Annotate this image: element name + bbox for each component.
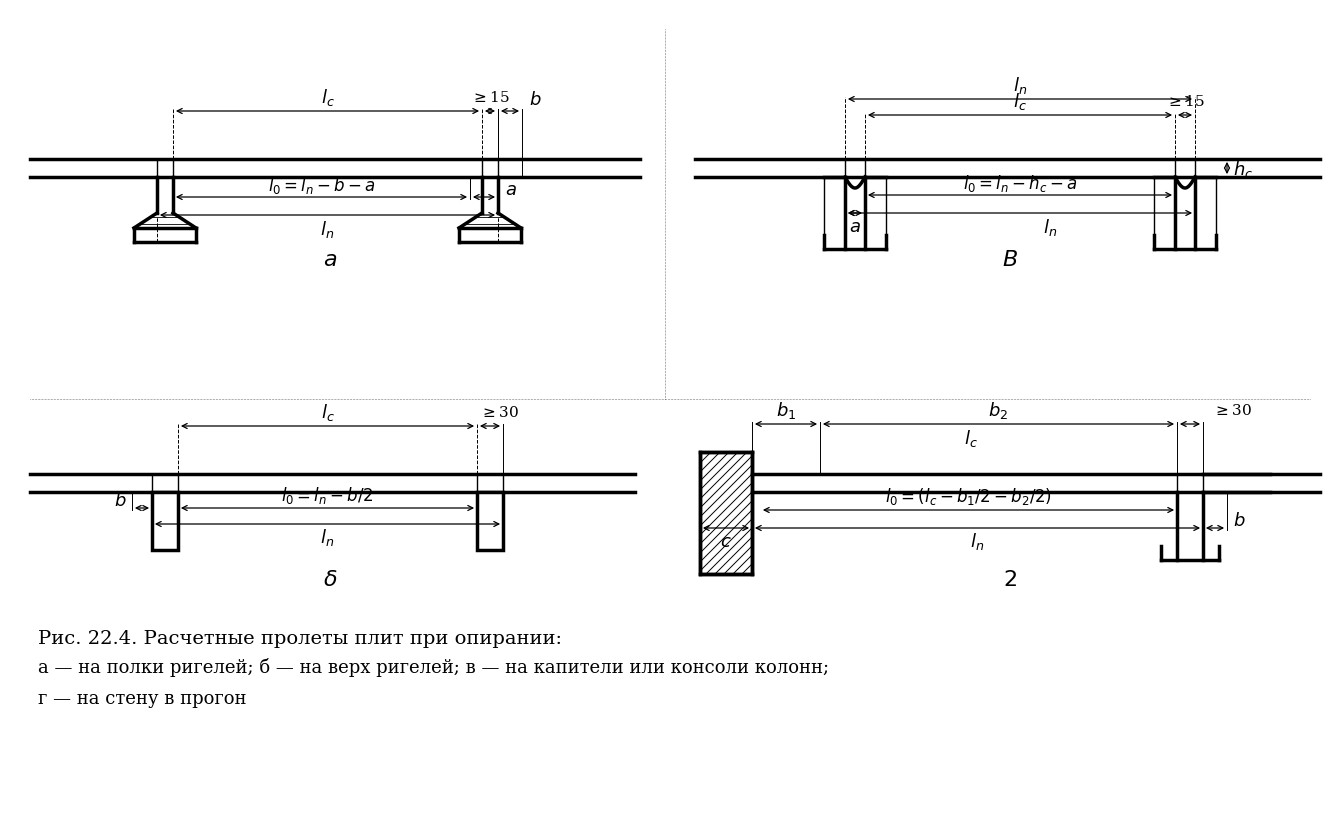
Text: $l_n$: $l_n$ [321,527,334,548]
Text: $a$: $a$ [849,218,861,236]
Text: $B$: $B$ [1001,249,1017,270]
Bar [152,492,178,550]
Text: $\geq$30: $\geq$30 [480,405,520,420]
Text: $l_n$: $l_n$ [971,531,984,552]
Text: $\geq$15: $\geq$15 [471,90,509,106]
Text: $l_0 = l_n - h_c - a$: $l_0 = l_n - h_c - a$ [963,172,1078,193]
Text: $\delta$: $\delta$ [322,568,337,590]
Text: $l_c$: $l_c$ [321,88,334,108]
Text: $b_2$: $b_2$ [988,400,1008,421]
Text: $l_c$: $l_c$ [321,402,334,423]
Bar [701,452,751,574]
Bar [477,492,503,550]
Text: $\geq$30: $\geq$30 [1214,403,1253,418]
Text: $l_0 = (l_c - b_1/2 - b_2/2)$: $l_0 = (l_c - b_1/2 - b_2/2)$ [885,486,1052,507]
Text: $l_n$: $l_n$ [1043,216,1058,238]
Text: $l_0 = l_n - b - a$: $l_0 = l_n - b - a$ [267,174,376,195]
Text: $h_c$: $h_c$ [1233,158,1253,179]
Text: $l_n$: $l_n$ [1013,75,1027,97]
Text: $l_c$: $l_c$ [1013,92,1027,112]
Text: $l_n$: $l_n$ [321,218,334,239]
Text: $b$: $b$ [114,491,126,509]
Text: $b$: $b$ [1233,511,1245,529]
Text: a — на полки ригелей; б — на верх ригелей; в — на капители или консоли колонн;
г: a — на полки ригелей; б — на верх ригеле… [37,657,829,707]
Text: $2$: $2$ [1003,568,1017,590]
Text: $l_c$: $l_c$ [964,428,977,449]
Text: $b$: $b$ [528,91,541,109]
Text: $b_1$: $b_1$ [775,400,796,421]
Text: $a$: $a$ [505,181,517,199]
Text: $c$: $c$ [721,532,731,550]
Text: $l_0 = l_n - b/2$: $l_0 = l_n - b/2$ [281,485,373,506]
Text: $a$: $a$ [324,249,337,270]
Text: Рис. 22.4. Расчетные пролеты плит при опирании:: Рис. 22.4. Расчетные пролеты плит при оп… [37,629,562,647]
Text: $\geq$15: $\geq$15 [1166,94,1205,110]
